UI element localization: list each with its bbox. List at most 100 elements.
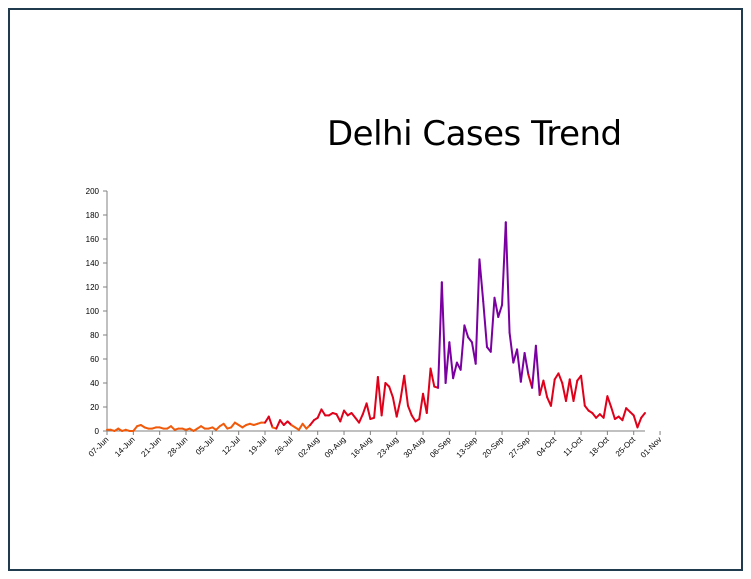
line-segment [606, 395, 613, 408]
chart-title: Delhi Cases Trend [327, 114, 622, 154]
x-tick-label: 28-Jun [166, 435, 190, 459]
line-segment [339, 409, 346, 423]
y-tick-label: 20 [90, 403, 99, 412]
y-tick-label: 40 [90, 379, 99, 388]
x-tick-label: 16-Aug [349, 435, 374, 460]
y-tick-label: 100 [86, 307, 100, 316]
y-axis-ticks: 0 20 40 60 80 100 120 140 160 180 200 [86, 187, 107, 436]
x-tick-label: 20-Sep [481, 435, 506, 460]
line-segment [478, 258, 485, 303]
line-segment [519, 352, 526, 383]
line-segment [516, 348, 522, 383]
line-segment [610, 406, 616, 420]
line-segment [388, 385, 394, 399]
line-segment [474, 258, 481, 365]
x-tick-label: 21-Jun [139, 435, 163, 459]
line-segment [583, 404, 590, 412]
line-segment [549, 378, 556, 407]
line-segment [564, 378, 571, 402]
line-segment [373, 376, 379, 419]
x-tick-label: 09-Aug [323, 435, 348, 460]
line-segment [380, 382, 387, 417]
line-segment [580, 374, 586, 407]
line-segment [365, 402, 372, 420]
x-tick-label: 19-Jul [247, 435, 269, 457]
x-tick-label: 25-Oct [614, 435, 638, 459]
line-segment [406, 404, 413, 417]
x-tick-label: 23-Aug [376, 435, 401, 460]
line-segment [523, 352, 530, 376]
line-segment [444, 341, 451, 384]
x-tick-label: 13-Sep [455, 435, 480, 460]
y-tick-label: 80 [90, 331, 99, 340]
line-segment [538, 379, 545, 396]
line-segment [531, 344, 537, 389]
line-segment [621, 407, 628, 422]
line-segment [640, 412, 646, 419]
line-segment [320, 408, 327, 417]
x-tick-label: 26-Jul [273, 435, 295, 457]
line-segment [493, 296, 500, 318]
line-segment [376, 376, 383, 417]
line-segment [358, 413, 364, 424]
x-tick-label: 07-Jun [87, 435, 111, 459]
line-segment [279, 419, 285, 426]
line-segment [602, 395, 609, 419]
line-segment [350, 412, 357, 419]
line-segment [425, 367, 432, 414]
x-tick-label: 27-Sep [507, 435, 532, 460]
x-tick-label: 01-Nov [639, 435, 664, 460]
line-segment [632, 414, 639, 429]
line-segment [275, 419, 282, 430]
x-tick-label: 06-Sep [428, 435, 453, 460]
y-tick-label: 140 [86, 259, 100, 268]
line-segment [361, 402, 368, 416]
line-segment [448, 341, 455, 380]
y-tick-label: 200 [86, 187, 100, 196]
line-segment [467, 336, 473, 344]
line-segment [410, 414, 417, 423]
line-segment [395, 398, 402, 418]
x-tick-label: 05-Jul [194, 435, 216, 457]
line-segment [230, 421, 236, 429]
line-segment [452, 361, 458, 380]
line-segment [501, 221, 507, 306]
line-segment [557, 372, 564, 384]
line-segment [463, 324, 470, 339]
line-segment [489, 296, 496, 353]
line-segment [132, 425, 139, 432]
line-segment [297, 422, 304, 431]
line-segment [429, 367, 436, 388]
y-tick-label: 60 [90, 355, 99, 364]
x-tick-label: 11-Oct [562, 435, 585, 458]
line-segment [222, 422, 229, 430]
line-segment [504, 221, 511, 334]
y-tick-label: 160 [86, 235, 100, 244]
line-segment [568, 378, 575, 402]
line-segment [534, 344, 541, 396]
line-segment [309, 419, 315, 426]
y-tick-label: 120 [86, 283, 100, 292]
series-line [106, 221, 646, 432]
line-segment [301, 422, 308, 430]
line-segment [267, 415, 274, 429]
x-tick-label: 30-Aug [402, 435, 427, 460]
line-segment [403, 374, 409, 407]
line-segment [482, 300, 488, 348]
line-segment [459, 324, 466, 371]
x-tick-label: 02-Aug [296, 435, 321, 460]
line-segment [561, 382, 567, 402]
y-tick-label: 0 [95, 427, 100, 436]
line-segment [399, 374, 406, 401]
line-segment [316, 408, 323, 419]
x-tick-label: 14-Jun [113, 435, 137, 459]
line-segment [542, 379, 549, 399]
x-tick-label: 18-Oct [587, 435, 611, 459]
x-tick-label: 12-Jul [220, 435, 242, 457]
line-segment [497, 304, 504, 318]
line-segment [636, 416, 643, 429]
line-segment [572, 379, 579, 402]
x-axis-ticks: 07-Jun 14-Jun 21-Jun 28-Jun 05-Jul 12-Jul 19-J… [87, 431, 664, 460]
y-tick-label: 180 [86, 211, 100, 220]
